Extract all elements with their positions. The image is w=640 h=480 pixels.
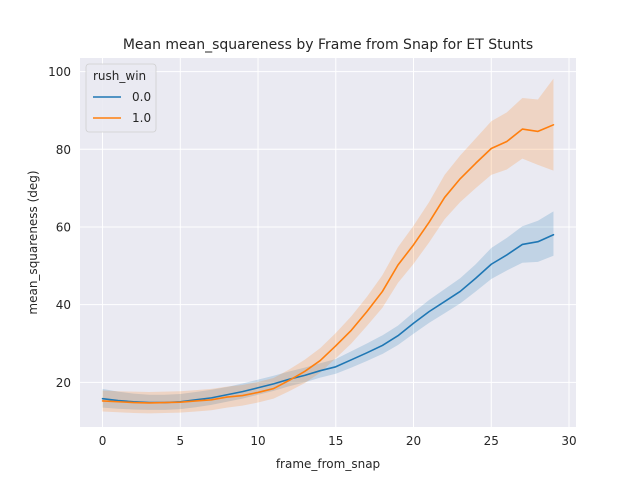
gridlines bbox=[80, 58, 576, 427]
x-axis-label: frame_from_snap bbox=[276, 457, 380, 471]
y-tick-label-0: 20 bbox=[56, 376, 71, 390]
chart-title: Mean mean_squareness by Frame from Snap … bbox=[123, 37, 533, 53]
y-tick-label-1: 40 bbox=[56, 298, 71, 312]
x-tick-labels: 0 5 10 15 20 25 30 bbox=[99, 434, 577, 448]
x-tick-label-6: 30 bbox=[561, 434, 576, 448]
ci-band-0 bbox=[102, 211, 554, 410]
legend: rush_win 0.0 1.0 bbox=[85, 63, 157, 133]
y-axis-label: mean_squareness (deg) bbox=[26, 170, 40, 314]
y-tick-label-3: 80 bbox=[56, 143, 71, 157]
legend-title: rush_win bbox=[93, 69, 146, 83]
confidence-bands bbox=[102, 78, 554, 414]
series-line-1 bbox=[101, 124, 555, 404]
x-tick-label-3: 15 bbox=[328, 434, 343, 448]
legend-label-1: 1.0 bbox=[132, 111, 151, 125]
x-tick-label-2: 10 bbox=[250, 434, 265, 448]
series-lines bbox=[101, 124, 555, 404]
y-tick-label-4: 100 bbox=[48, 65, 71, 79]
x-tick-label-4: 20 bbox=[406, 434, 421, 448]
y-tick-labels: 20 40 60 80 100 bbox=[48, 65, 71, 390]
plot-area bbox=[80, 58, 576, 427]
x-tick-label-1: 5 bbox=[176, 434, 184, 448]
y-tick-label-2: 60 bbox=[56, 220, 71, 234]
x-tick-label-0: 0 bbox=[99, 434, 107, 448]
x-tick-label-5: 25 bbox=[484, 434, 499, 448]
legend-box bbox=[85, 63, 157, 133]
ci-band-1 bbox=[102, 78, 554, 414]
legend-label-0: 0.0 bbox=[132, 90, 151, 104]
